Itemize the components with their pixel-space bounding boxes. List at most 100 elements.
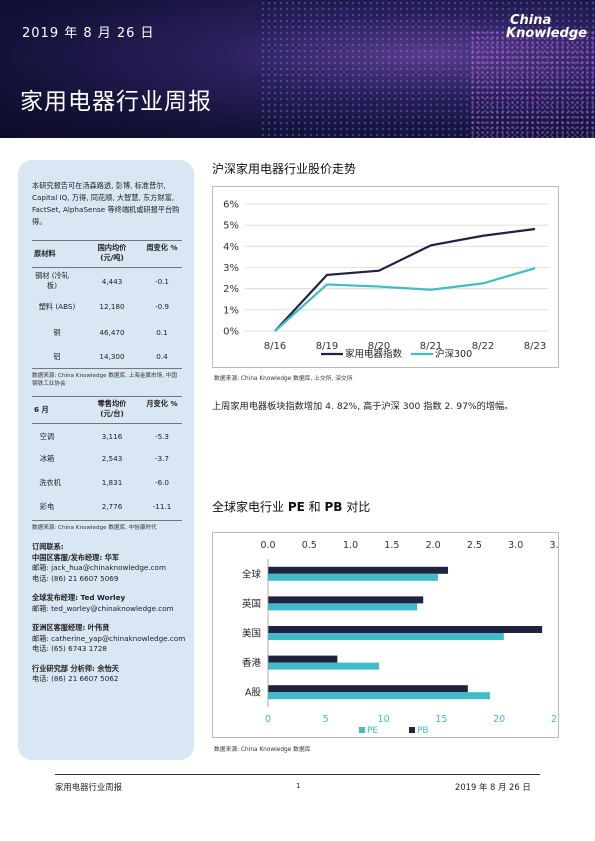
banner-dot-pattern-accent bbox=[470, 30, 595, 138]
title-part-pe: PE bbox=[287, 500, 305, 514]
series-line bbox=[274, 227, 536, 332]
series-line bbox=[274, 267, 536, 332]
contact-heading: 订阅联系: bbox=[32, 542, 64, 551]
contact-email[interactable]: 邮箱: ted_worley@chinaknowledge.com bbox=[32, 603, 174, 613]
row-price: 3,116 bbox=[101, 432, 123, 441]
y-tick-label: 4% bbox=[223, 242, 239, 253]
row-name: 铜 bbox=[53, 328, 61, 337]
logo-line-1: China bbox=[510, 13, 552, 28]
bar-chart-source: 数据来源: China Knowledge 数据库 bbox=[214, 747, 311, 753]
bottom-axis-tick-label: 5 bbox=[323, 714, 329, 725]
x-tick-label: 8/16 bbox=[264, 341, 286, 352]
contact-block: 亚洲区客服经理: 叶伟贤 邮箱: catherine_yap@chinaknow… bbox=[32, 623, 192, 655]
y-tick-label: 0% bbox=[223, 327, 239, 338]
line-chart: 0% 1% 2% 3% 4% 5% 6% 8/16 8/19 8/20 8/21 8/22 8/23 家用… bbox=[223, 200, 548, 360]
legend-swatch bbox=[409, 727, 415, 733]
report-date: 2019 年 8 月 26 日 bbox=[22, 26, 155, 41]
retail-table: 6 月 零售均价 (元/台) 月变化 % 空调 3,116 -5.3 冰箱 2,… bbox=[32, 396, 182, 532]
top-axis-tick-label: 0.0 bbox=[260, 540, 275, 551]
top-axis-tick-label: 2.5 bbox=[467, 540, 482, 551]
row-change: -0.9 bbox=[154, 302, 170, 311]
sidebar-panel: 本研究报告可在汤森路透, 彭博, 标准普尔, Capital IQ, 万得, 同… bbox=[18, 160, 194, 760]
bar-pb bbox=[268, 566, 449, 574]
row-price: 14,300 bbox=[99, 352, 125, 361]
retail-source: 数据来源: China Knowledge 数据库, 中怡康时代 bbox=[32, 520, 182, 532]
top-axis-tick-label: 3.0 bbox=[508, 540, 523, 551]
row-price: 4,443 bbox=[101, 277, 123, 286]
table-row: 塑料 (ABS) 12,180 -0.9 bbox=[32, 296, 182, 320]
col-header-monthly-change: 月变化 % bbox=[146, 399, 178, 408]
y-tick-label: 6% bbox=[223, 200, 239, 211]
row-change: -3.7 bbox=[154, 454, 170, 463]
y-tick-label: 5% bbox=[223, 221, 239, 232]
bar-pb bbox=[268, 626, 543, 633]
category-label: 美国 bbox=[242, 628, 261, 640]
top-axis-tick-label: 2.0 bbox=[426, 540, 441, 551]
contact-role: 行业研究部 分析师: 余怡天 bbox=[32, 663, 119, 673]
row-change: -6.0 bbox=[154, 478, 170, 487]
contact-block: 全球发布经理: Ted Worley 邮箱: ted_worley@chinak… bbox=[32, 593, 192, 614]
bottom-axis-tick-label: 10 bbox=[378, 714, 390, 725]
top-axis-tick-label: 3.5 bbox=[549, 540, 558, 551]
logo-line-2: Knowledge bbox=[506, 26, 587, 41]
bottom-axis-tick-label: 0 bbox=[265, 714, 271, 725]
contact-list: 订阅联系: 中国区客服/发布经理: 华军 邮箱: jack_hua@chinak… bbox=[32, 542, 192, 694]
materials-table-header: 原材料 国内均价 (元/吨) 周变化 % bbox=[32, 240, 182, 268]
col-header-change: 周变化 % bbox=[146, 243, 178, 252]
line-chart-container: 0% 1% 2% 3% 4% 5% 6% 8/16 8/19 8/20 8/21 8/22 8/23 家用… bbox=[212, 186, 559, 368]
bottom-axis-tick-label: 20 bbox=[493, 714, 505, 725]
legend-label: PB bbox=[417, 726, 429, 736]
contact-role: 中国区客服/发布经理: 华军 bbox=[32, 552, 120, 562]
category-label: A股 bbox=[245, 688, 261, 699]
report-title: 家用电器行业周报 bbox=[20, 89, 212, 115]
section-title-pe-pb: 全球家电行业 PE 和 PB 对比 bbox=[212, 498, 370, 515]
bottom-axis-tick-label: 15 bbox=[435, 714, 447, 725]
row-name: 钢材 (冷轧板) bbox=[35, 271, 69, 290]
row-price: 1,831 bbox=[101, 478, 123, 487]
table-row: 彩电 2,776 -11.1 bbox=[32, 496, 182, 520]
title-part-pb: PB bbox=[324, 500, 343, 514]
top-axis-tick-label: 1.0 bbox=[343, 540, 358, 551]
header-banner: 2019 年 8 月 26 日 China Knowledge 家用电器行业周报 bbox=[0, 0, 595, 138]
row-change: 0.1 bbox=[156, 328, 168, 337]
section-title-stock-trend: 沪深家用电器行业股价走势 bbox=[212, 162, 357, 176]
line-chart-source: 数据来源: China Knowledge 数据库, 上交所, 深交所 bbox=[214, 376, 353, 382]
footer-title: 家用电器行业周报 bbox=[55, 782, 122, 792]
summary-paragraph: 上周家用电器板块指数增加 4. 82%, 高于沪深 300 指数 2. 97%的… bbox=[212, 401, 514, 412]
bar-pe bbox=[268, 633, 504, 640]
legend-label: PE bbox=[367, 726, 378, 736]
row-name: 空调 bbox=[39, 432, 55, 441]
col-header-month: 6 月 bbox=[34, 405, 49, 414]
title-part: 和 bbox=[304, 500, 325, 514]
bar-pe bbox=[268, 662, 379, 670]
y-tick-label: 2% bbox=[223, 284, 239, 295]
contact-phone: 电话: (86) 21 6607 5062 bbox=[32, 674, 119, 683]
bar-chart-container: 0.0 0.5 1.0 1.5 2.0 2.5 3.0 3.5 0 5 10 15 20 25 全球英国美国… bbox=[212, 532, 565, 738]
contact-block: 订阅联系: 中国区客服/发布经理: 华军 邮箱: jack_hua@chinak… bbox=[32, 542, 192, 584]
table-row: 洗衣机 1,831 -6.0 bbox=[32, 472, 182, 496]
contact-phone: 电话: (86) 21 6607 5069 bbox=[32, 573, 119, 583]
contact-phone: 电话: (65) 6743 1728 bbox=[32, 644, 107, 653]
x-tick-label: 8/22 bbox=[472, 341, 494, 352]
row-name: 铝 bbox=[53, 352, 61, 361]
bar-pb bbox=[268, 655, 338, 663]
contact-email[interactable]: 邮箱: jack_hua@chinaknowledge.com bbox=[32, 563, 166, 572]
contact-email[interactable]: 邮箱: catherine_yap@chinaknowledge.com bbox=[32, 633, 186, 643]
title-part: 全球家电行业 bbox=[212, 500, 288, 514]
col-header-price: 国内均价 (元/吨) bbox=[97, 243, 127, 262]
bar-pb bbox=[268, 685, 468, 693]
bottom-axis-tick-label: 25 bbox=[551, 714, 558, 725]
contact-role: 亚洲区客服经理: 叶伟贤 bbox=[32, 623, 110, 632]
category-label: 全球 bbox=[242, 568, 262, 580]
contact-block: 行业研究部 分析师: 余怡天 电话: (86) 21 6607 5062 bbox=[32, 664, 192, 685]
bar-pe bbox=[268, 603, 418, 611]
col-header-material: 原材料 bbox=[34, 249, 56, 258]
row-name: 塑料 (ABS) bbox=[38, 302, 76, 311]
top-axis-tick-label: 1.5 bbox=[384, 540, 399, 551]
row-change: -11.1 bbox=[152, 502, 172, 511]
materials-table: 原材料 国内均价 (元/吨) 周变化 % 钢材 (冷轧板) 4,443 -0.1… bbox=[32, 240, 182, 388]
row-change: 0.4 bbox=[156, 352, 168, 361]
table-row: 铝 14,300 0.4 bbox=[32, 344, 182, 368]
table-row: 空调 3,116 -5.3 bbox=[32, 424, 182, 448]
row-name: 冰箱 bbox=[39, 454, 55, 463]
